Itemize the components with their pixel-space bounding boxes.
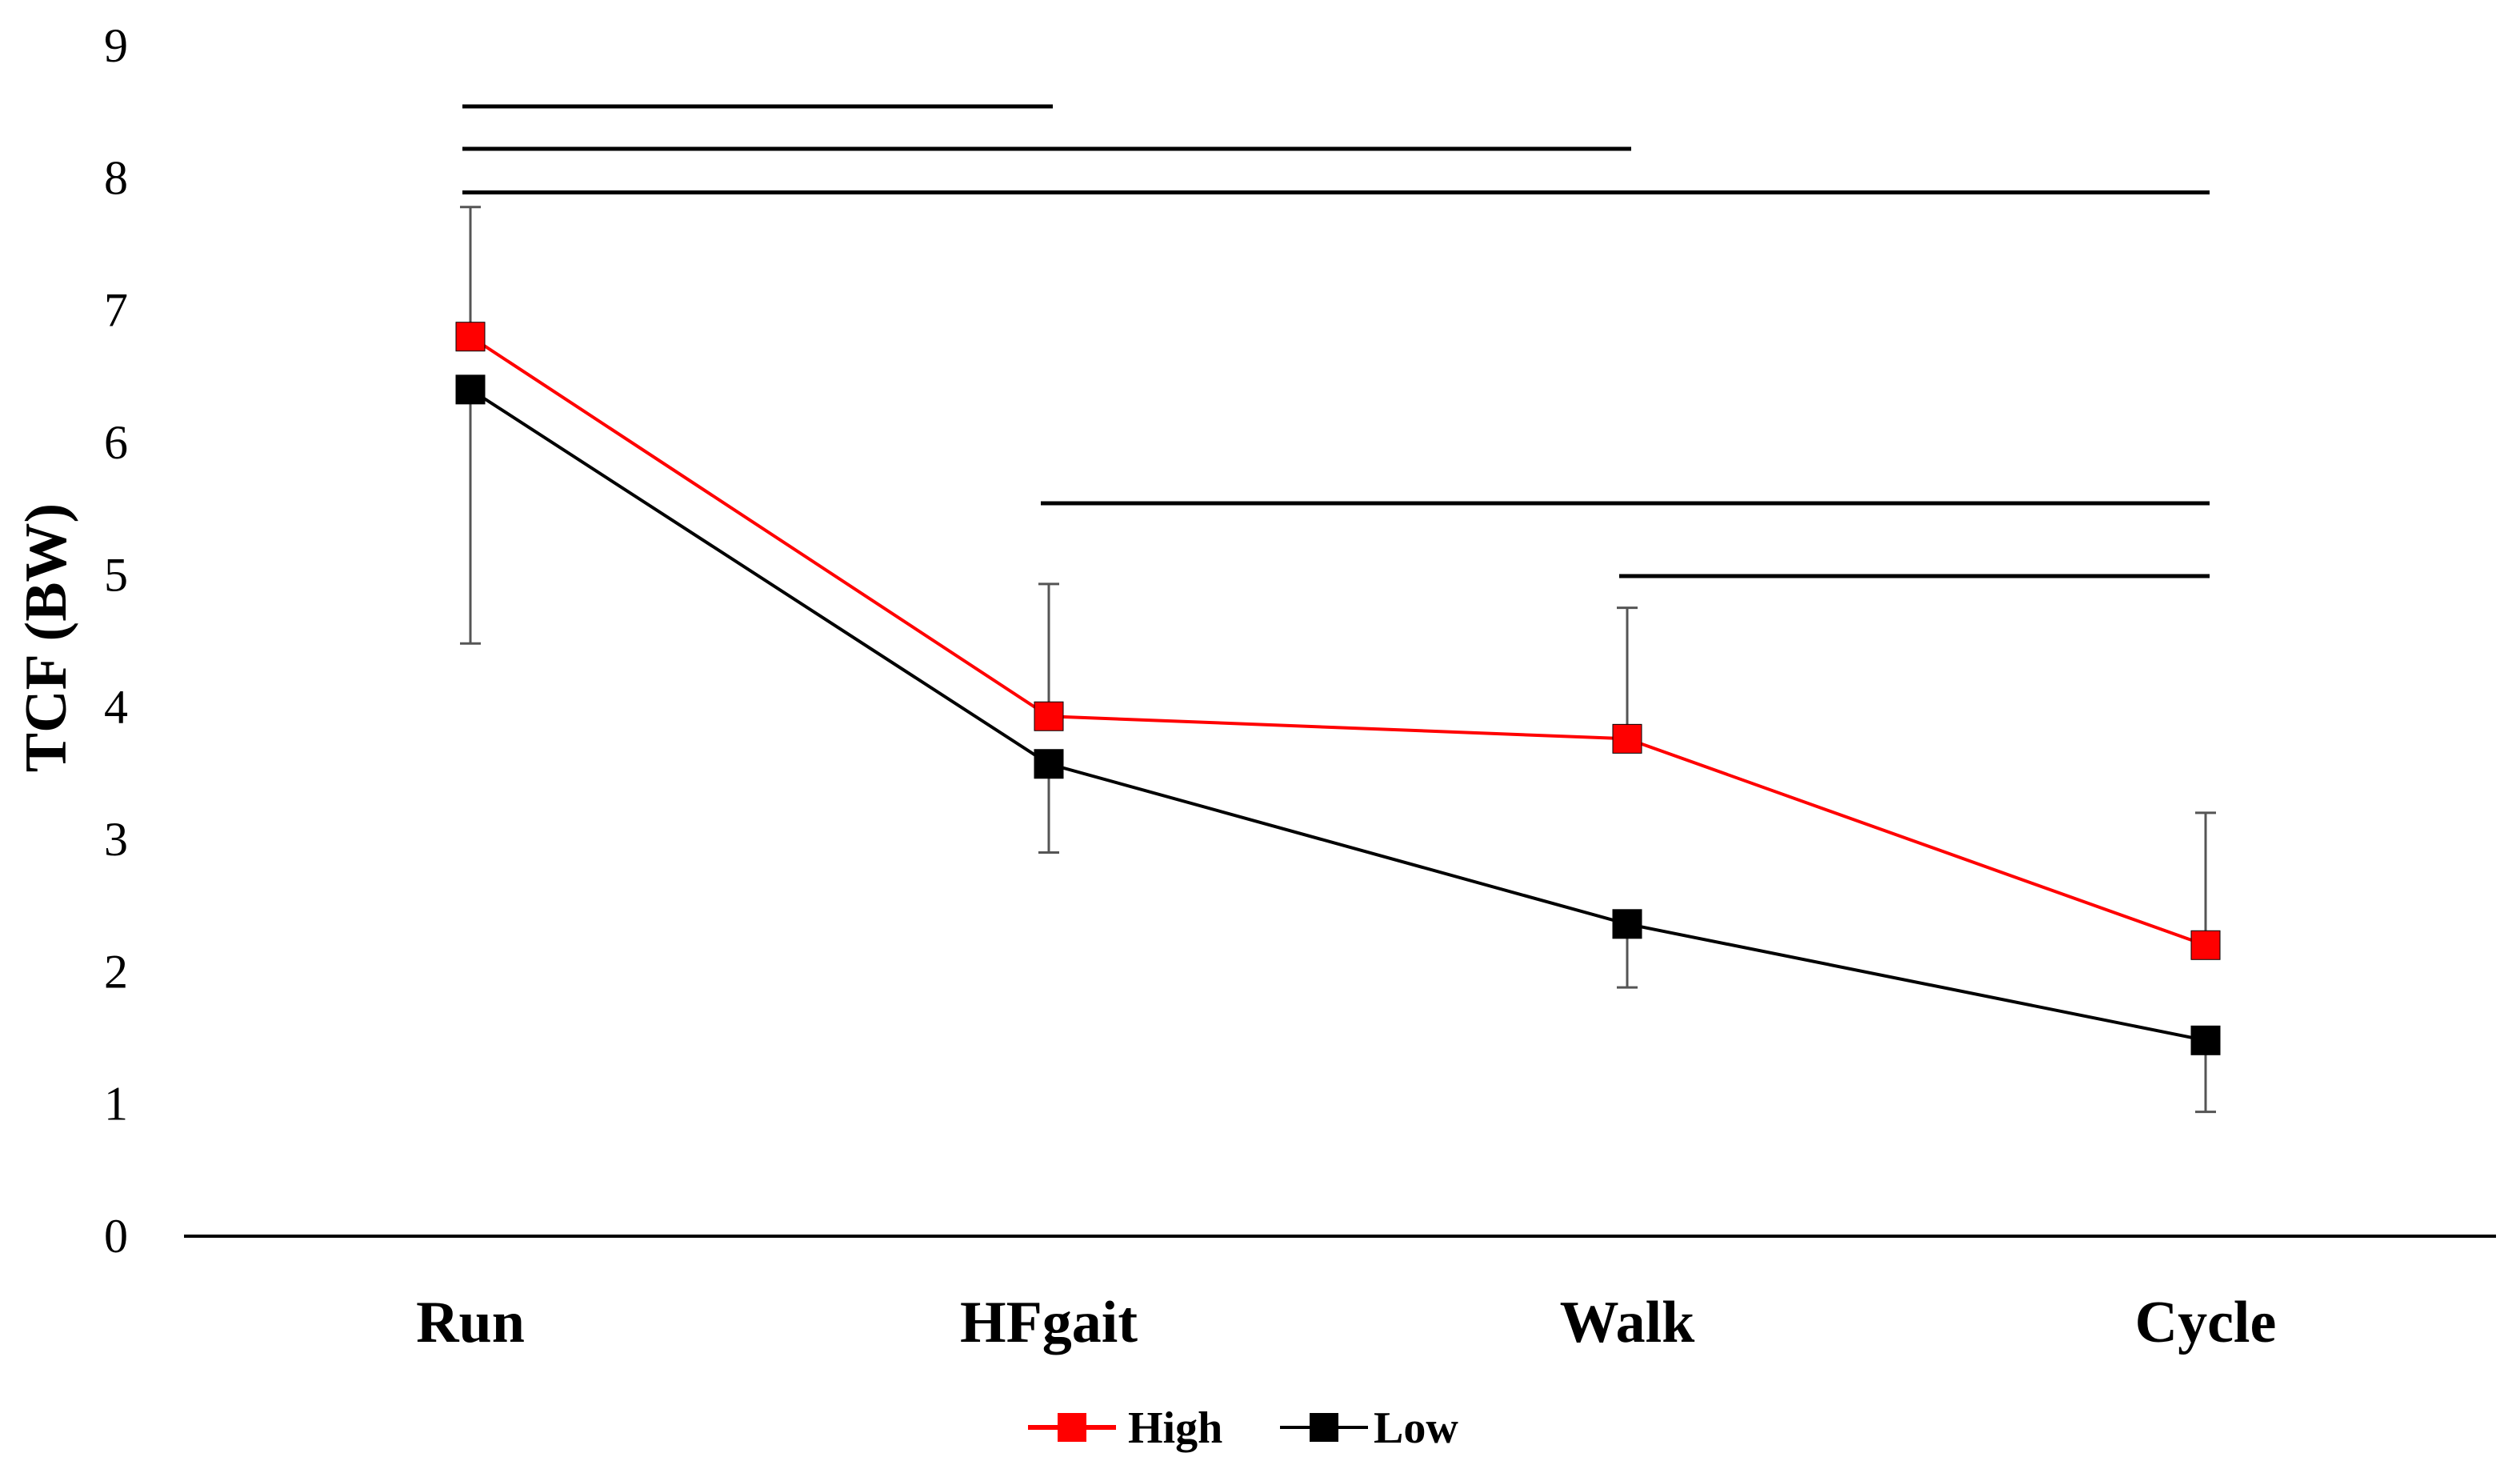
- y-tick-label: 7: [104, 284, 128, 337]
- data-point-high: [455, 322, 486, 352]
- x-category-label: Run: [416, 1290, 525, 1355]
- legend-marker-high: [1058, 1413, 1086, 1442]
- error-bars: [460, 206, 2216, 1114]
- data-point-high: [1034, 701, 1064, 731]
- y-tick-label: 6: [104, 416, 128, 469]
- legend-marker-low: [1310, 1413, 1338, 1442]
- x-category-label: Walk: [1560, 1290, 1695, 1355]
- series-lines: [469, 335, 2206, 1043]
- x-category-label: HFgait: [960, 1290, 1138, 1355]
- legend-label-high: High: [1128, 1403, 1222, 1453]
- series-line-high: [469, 335, 2206, 947]
- category-labels: Run HFgait Walk Cycle: [416, 1290, 2276, 1355]
- data-point-high: [1612, 723, 1642, 754]
- y-tick-label: 2: [104, 945, 128, 998]
- y-axis-title: TCF (BW): [14, 503, 79, 772]
- y-tick-label: 4: [104, 681, 128, 734]
- data-point-low: [455, 374, 486, 405]
- legend: High Low: [1028, 1403, 1458, 1453]
- series-line-low: [469, 388, 2206, 1043]
- data-point-high: [2190, 930, 2221, 960]
- x-category-label: Cycle: [2135, 1290, 2277, 1355]
- y-tick-label: 5: [104, 548, 128, 601]
- y-tick-label: 1: [104, 1078, 128, 1131]
- data-point-low: [2190, 1025, 2221, 1055]
- y-tick-label: 9: [104, 19, 128, 72]
- data-point-low: [1612, 909, 1642, 939]
- data-markers: [455, 322, 2221, 1055]
- y-tick-label: 8: [104, 151, 128, 204]
- legend-label-low: Low: [1374, 1403, 1458, 1453]
- y-tick-label: 3: [104, 813, 128, 866]
- y-axis-ticks: 0 1 2 3 4 5 6 7 8 9: [104, 19, 128, 1263]
- y-tick-label: 0: [104, 1210, 128, 1263]
- significance-bars: [462, 104, 2210, 578]
- data-point-low: [1034, 749, 1064, 779]
